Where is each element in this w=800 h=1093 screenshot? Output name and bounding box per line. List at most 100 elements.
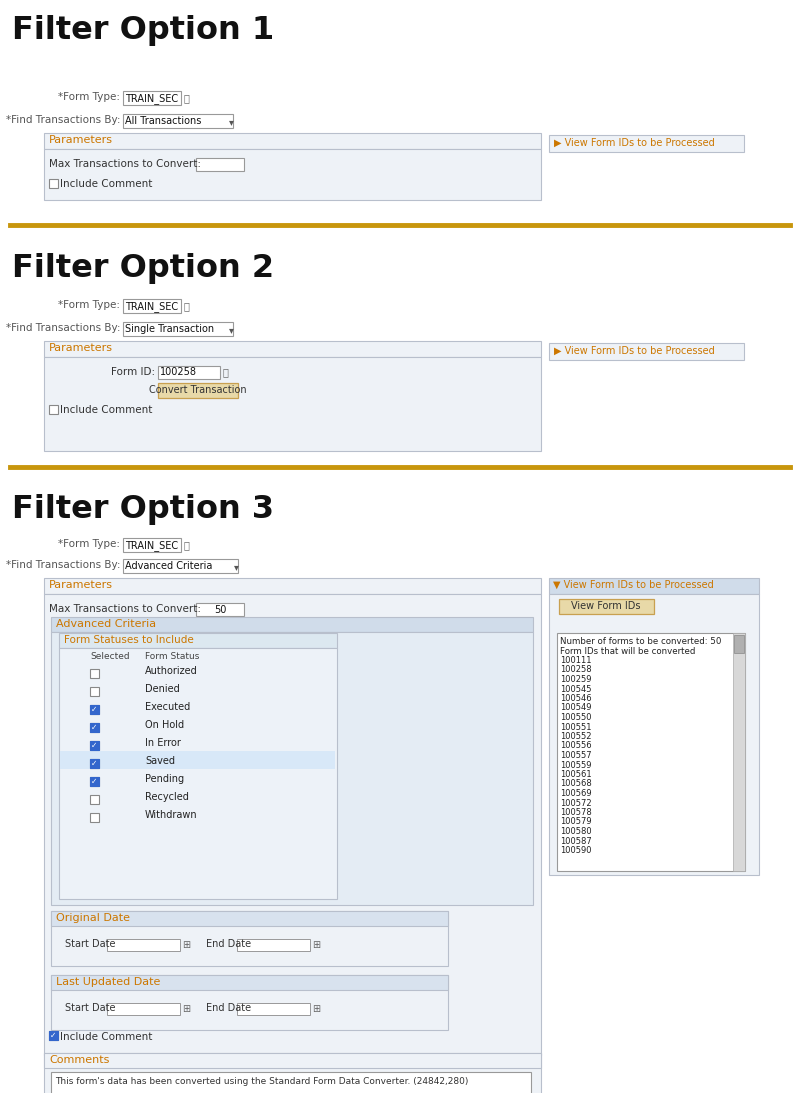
Text: Form IDs that will be converted: Form IDs that will be converted [560, 646, 695, 656]
Text: Form ID:: Form ID: [111, 367, 155, 377]
Text: Max Transactions to Convert:: Max Transactions to Convert: [49, 158, 201, 169]
Text: Single Transaction: Single Transaction [125, 324, 214, 334]
Bar [51, 618, 533, 632]
Text: All Transactions: All Transactions [125, 116, 202, 126]
Bar [90, 705, 99, 714]
Bar [123, 114, 233, 128]
Text: Include Comment: Include Comment [60, 406, 152, 415]
Text: 100258: 100258 [560, 666, 592, 674]
Bar [123, 91, 181, 105]
Text: Form Statuses to Include: Form Statuses to Include [64, 635, 194, 645]
Bar [559, 599, 654, 614]
Text: This form's data has been converted using the Standard Form Data Converter. (248: This form's data has been converted usin… [55, 1077, 468, 1086]
Bar [49, 179, 58, 188]
Bar [44, 1053, 541, 1093]
Text: 100557: 100557 [560, 751, 592, 760]
Text: Parameters: Parameters [49, 580, 113, 590]
Text: Filter Option 3: Filter Option 3 [12, 494, 274, 525]
Text: ⊞: ⊞ [182, 940, 190, 950]
Text: Comments: Comments [49, 1055, 110, 1065]
Text: 🔍: 🔍 [223, 367, 229, 377]
Text: 100549: 100549 [560, 704, 591, 713]
Text: TRAIN_SEC: TRAIN_SEC [125, 301, 178, 312]
Bar [549, 578, 759, 593]
Text: Max Transactions to Convert:: Max Transactions to Convert: [49, 604, 201, 614]
Text: Filter Option 2: Filter Option 2 [12, 252, 274, 284]
Text: Original Date: Original Date [56, 913, 130, 922]
Bar [90, 687, 99, 696]
Bar [196, 158, 244, 171]
Text: 100561: 100561 [560, 769, 592, 779]
Text: ✓: ✓ [91, 777, 98, 786]
Text: 100556: 100556 [560, 741, 592, 751]
Bar [107, 939, 180, 951]
Text: ⊞: ⊞ [182, 1004, 190, 1014]
Bar [196, 603, 244, 616]
Text: ✓: ✓ [91, 741, 98, 750]
Text: Last Updated Date: Last Updated Date [56, 977, 160, 987]
Bar [44, 341, 541, 357]
Text: ⊞: ⊞ [312, 940, 320, 950]
Text: Authorized: Authorized [145, 666, 198, 675]
Text: ✓: ✓ [91, 759, 98, 768]
Text: Selected: Selected [90, 653, 130, 661]
Bar [51, 975, 448, 1030]
Bar [107, 1003, 180, 1015]
Bar [123, 559, 238, 573]
Bar [90, 741, 99, 750]
Text: 100546: 100546 [560, 694, 592, 703]
Bar [90, 777, 99, 786]
Bar [44, 133, 541, 149]
Bar [557, 633, 745, 871]
Bar [49, 1031, 58, 1041]
Text: ✓: ✓ [91, 705, 98, 714]
Bar [59, 633, 337, 648]
Bar [123, 538, 181, 552]
Bar [90, 813, 99, 822]
Text: Saved: Saved [145, 756, 175, 766]
Text: TRAIN_SEC: TRAIN_SEC [125, 540, 178, 551]
Text: 50: 50 [214, 606, 226, 615]
Text: Form Status: Form Status [145, 653, 199, 661]
Text: Start Date: Start Date [65, 1003, 115, 1013]
Text: ▶ View Form IDs to be Processed: ▶ View Form IDs to be Processed [554, 346, 714, 356]
Text: End Date: End Date [206, 1003, 251, 1013]
Bar [59, 648, 337, 900]
Text: Include Comment: Include Comment [60, 1032, 152, 1042]
Text: ▾: ▾ [229, 325, 234, 334]
Bar [90, 705, 99, 714]
Bar [44, 149, 541, 200]
Bar [90, 795, 99, 804]
Bar [158, 383, 238, 398]
Text: 100569: 100569 [560, 789, 592, 798]
Text: *Find Transactions By:: *Find Transactions By: [6, 115, 120, 125]
Bar [734, 635, 744, 653]
Text: End Date: End Date [206, 939, 251, 949]
Text: *Form Type:: *Form Type: [58, 299, 120, 310]
Text: Denied: Denied [145, 684, 180, 694]
Text: Include Comment: Include Comment [60, 179, 152, 189]
Text: 100559: 100559 [560, 761, 591, 769]
Bar [51, 632, 533, 905]
Text: 🔍: 🔍 [184, 93, 190, 103]
Text: Start Date: Start Date [65, 939, 115, 949]
Text: Advanced Criteria: Advanced Criteria [125, 561, 212, 571]
Text: Parameters: Parameters [49, 343, 113, 353]
Bar [90, 777, 99, 786]
Text: 100545: 100545 [560, 684, 591, 693]
Bar [51, 910, 448, 926]
Text: 🔍: 🔍 [184, 301, 190, 312]
Text: 100590: 100590 [560, 846, 591, 855]
Text: Parameters: Parameters [49, 136, 113, 145]
Text: 100259: 100259 [560, 675, 591, 684]
Bar [123, 299, 181, 313]
Bar [90, 722, 99, 732]
Text: Number of forms to be converted: 50: Number of forms to be converted: 50 [560, 637, 722, 646]
Bar [237, 1003, 310, 1015]
Text: ▶ View Form IDs to be Processed: ▶ View Form IDs to be Processed [554, 138, 714, 148]
Bar [49, 1031, 58, 1041]
Text: ⊞: ⊞ [312, 1004, 320, 1014]
Bar [44, 593, 541, 1055]
Text: 100551: 100551 [560, 722, 591, 731]
Text: *Form Type:: *Form Type: [58, 92, 120, 102]
